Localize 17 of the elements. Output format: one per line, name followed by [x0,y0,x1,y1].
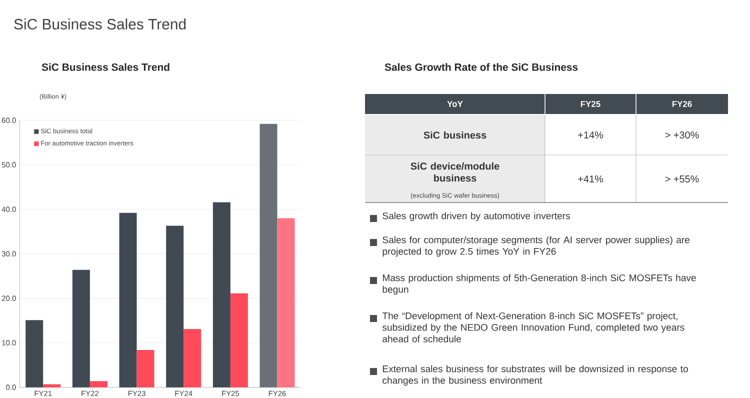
text: SiC device/module business [410,162,500,182]
text: > +55% [665,175,699,182]
text: FY25 [580,101,600,107]
text: > +30% [665,131,699,139]
text: Sales Growth Rate of the SiC Business [384,63,578,71]
text: External sales business for substrates will be downsized in response to changes in the business environment [382,365,688,386]
text: Sales growth driven by automotive inverters [382,212,570,222]
chart-subtitle: SiC Business Sales Trend [42,63,170,71]
text: Mass production shipments of 5th-Generation 8-inch SiC MOSFETs have begun [382,274,696,295]
text: The “Development of Next-Generation 8-inch SiC MOSFETs” project, subsidized by the NEDO Green Innovation Fund, completed two years ahead of schedule [382,312,684,342]
chart-title: SiC Business Sales Trend [14,18,186,30]
text: +41% [578,176,604,182]
text: YoY [447,101,463,107]
text: SiC business [424,131,486,139]
text: FY26 [672,101,692,107]
text: +14% [578,132,604,138]
text: Sales for computer/storage segments (for AI server power supplies) are projected to grow 2.5 times YoY in FY26 [382,236,690,257]
